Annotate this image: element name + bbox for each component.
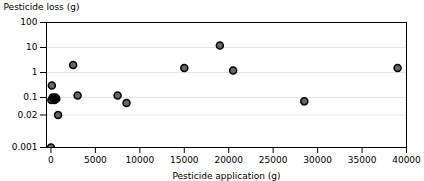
svg-text:0: 0 xyxy=(48,155,54,165)
svg-text:5000: 5000 xyxy=(84,155,107,165)
svg-text:40000: 40000 xyxy=(392,155,421,165)
svg-text:25000: 25000 xyxy=(259,155,288,165)
svg-text:15000: 15000 xyxy=(170,155,199,165)
svg-text:0.02: 0.02 xyxy=(17,110,37,120)
svg-text:30000: 30000 xyxy=(303,155,332,165)
svg-text:10000: 10000 xyxy=(126,155,155,165)
svg-text:10: 10 xyxy=(26,42,38,52)
svg-text:0.001: 0.001 xyxy=(12,142,38,152)
svg-text:20000: 20000 xyxy=(214,155,243,165)
svg-text:Pesticide loss (g): Pesticide loss (g) xyxy=(4,2,80,12)
svg-text:Pesticide application (g): Pesticide application (g) xyxy=(172,171,280,181)
svg-text:0.1: 0.1 xyxy=(23,92,37,102)
svg-text:100: 100 xyxy=(20,17,37,27)
svg-text:35000: 35000 xyxy=(348,155,377,165)
svg-text:1: 1 xyxy=(32,67,38,77)
